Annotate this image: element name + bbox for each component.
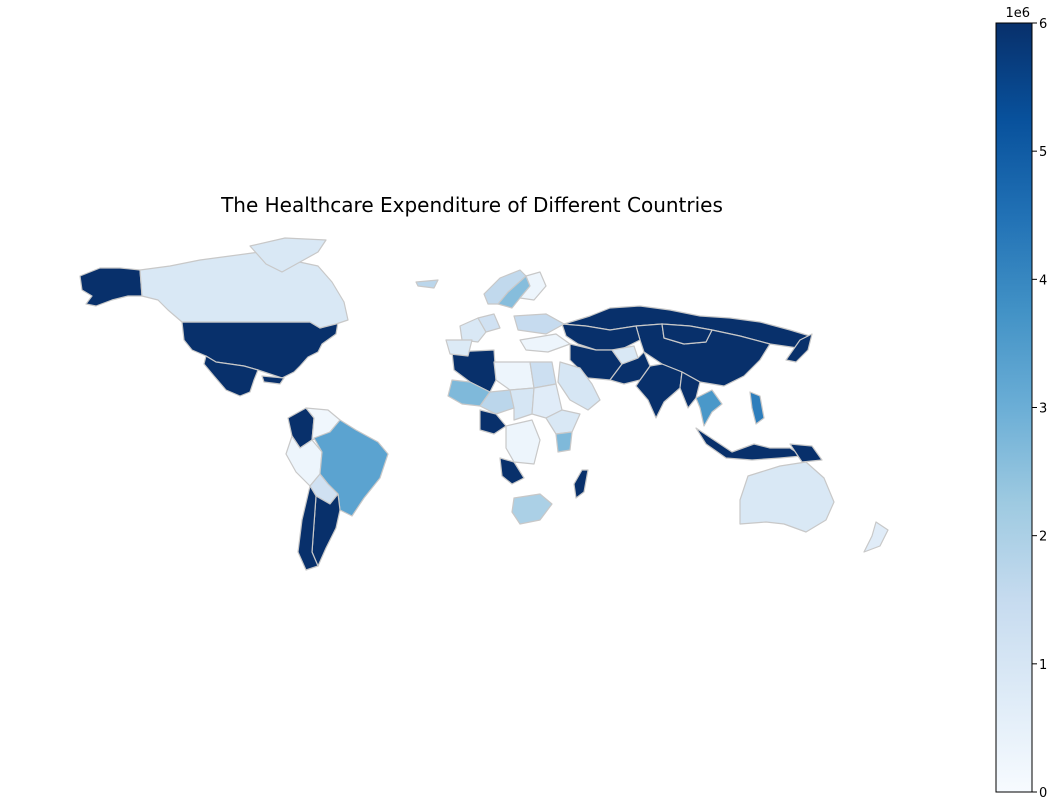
country-chile	[297, 485, 319, 571]
map-title: The Healthcare Expenditure of Different …	[221, 193, 723, 217]
country-kenya	[555, 431, 573, 453]
country-angola	[499, 457, 525, 485]
colorbar-tick-label: 5	[1039, 145, 1047, 160]
country-mongolia	[661, 323, 713, 345]
country-thailand	[695, 389, 723, 427]
colorbar-gradient	[995, 22, 1033, 793]
colorbar-tick-label: 2	[1039, 530, 1047, 545]
colorbar-tick-label: 1	[1039, 658, 1047, 673]
country-south-africa	[511, 493, 553, 525]
colorbar-tick-label: 3	[1039, 402, 1047, 417]
colorbar-tick-label: 6	[1039, 17, 1047, 32]
country-germany	[477, 313, 501, 333]
country-spain	[445, 339, 473, 357]
country-new-zealand	[863, 521, 889, 553]
country-chad	[509, 387, 535, 421]
country-greenland	[249, 237, 327, 273]
country-myanmar	[679, 371, 701, 409]
country-alaska-united-states	[79, 267, 143, 307]
country-australia	[739, 461, 835, 533]
country-finland	[519, 271, 547, 301]
country-france	[459, 317, 487, 343]
colorbar-tick-label: 4	[1039, 273, 1047, 288]
country-kazakhstan	[561, 323, 641, 351]
country-iceland	[415, 279, 439, 289]
country-nigeria	[479, 409, 507, 435]
country-mexico	[203, 355, 259, 397]
country-papua-new-guinea	[789, 443, 823, 463]
country-philippines	[749, 391, 765, 425]
country-ukraine	[513, 313, 565, 335]
country-norway	[483, 269, 527, 305]
country-japan	[785, 333, 813, 363]
country-cuba	[261, 375, 285, 385]
country-turkey	[519, 333, 571, 353]
world-map	[79, 237, 889, 571]
country-madagascar	[573, 469, 589, 499]
country-canada	[139, 251, 349, 329]
country-saudi-arabia	[557, 361, 601, 411]
colorbar-tick-label: 0	[1039, 786, 1047, 801]
country-afghanistan	[611, 345, 639, 365]
colorbar-multiplier-label: 1e6	[1005, 6, 1030, 21]
country-pakistan	[609, 351, 651, 385]
country-congo-drc	[505, 419, 541, 465]
country-ethiopia	[545, 409, 581, 435]
country-india	[635, 363, 683, 419]
